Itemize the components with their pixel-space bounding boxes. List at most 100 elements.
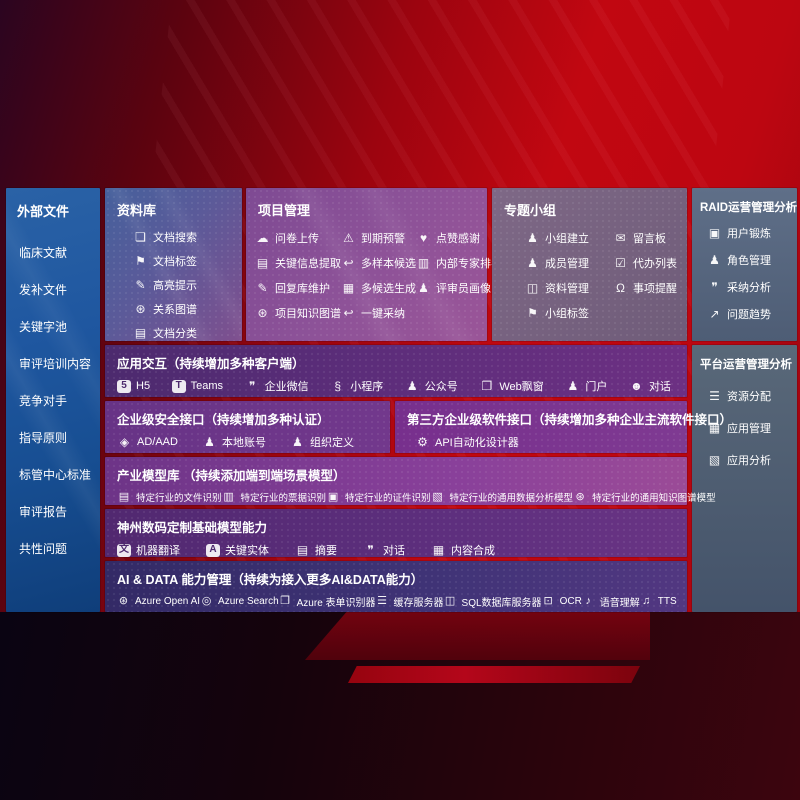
sidebar-item[interactable]: 审评培训内容 xyxy=(6,345,100,382)
sidebar-item[interactable]: 发补文件 xyxy=(6,271,100,308)
feature-item[interactable]: ▣ 特定行业的证件识别 xyxy=(326,490,431,504)
key-entity-icon: A xyxy=(206,543,220,557)
feature-item[interactable]: ✎ 高亮提示 xyxy=(133,277,242,293)
feature-item[interactable]: ♟ 成员管理 xyxy=(525,255,613,271)
feature-item[interactable]: ♟ 公众号 xyxy=(405,378,458,394)
feature-item[interactable]: ♫ TTS xyxy=(640,595,677,609)
feature-label: 小组标签 xyxy=(545,308,589,320)
feature-item[interactable]: ↩ 多样本候选 xyxy=(341,255,416,271)
sidebar-item[interactable]: 指导原则 xyxy=(6,419,100,456)
feature-label: 特定行业的证件识别 xyxy=(345,493,431,504)
machine-translation-icon: 文 xyxy=(117,543,131,557)
feature-item[interactable]: ♥ 点赞感谢 xyxy=(416,230,502,246)
feature-item[interactable]: ☑ 代办列表 xyxy=(613,255,679,271)
sidebar-item[interactable]: 标管中心标准 xyxy=(6,456,100,493)
feature-item[interactable]: ☁ 问卷上传 xyxy=(255,230,341,246)
feature-item[interactable]: 文 机器翻译 xyxy=(117,542,180,558)
panel-data-library-title: 资料库 xyxy=(117,203,157,218)
feature-item[interactable]: T Teams xyxy=(171,379,223,393)
feature-item[interactable]: ▥ 特定行业的票据识别 xyxy=(222,490,327,504)
feature-item[interactable]: ▤ 文档分类 xyxy=(133,325,242,341)
feature-item[interactable]: ⚑ 小组标签 xyxy=(525,305,613,321)
row-base-model-capability: 神州数码定制基础模型能力 文 机器翻译 A 关键实体 ▤ 摘要 xyxy=(105,509,687,557)
feature-label: 门户 xyxy=(585,381,608,393)
feature-item[interactable]: ⊛ 项目知识图谱 xyxy=(255,305,341,321)
sql-server-icon: ◫ xyxy=(444,595,456,607)
feature-label: 代办列表 xyxy=(633,258,677,270)
feature-item[interactable]: Ω 事项提醒 xyxy=(613,280,679,296)
feature-item[interactable]: 5 H5 xyxy=(117,379,150,393)
sidebar-item[interactable]: 关键字池 xyxy=(6,308,100,345)
feature-item[interactable]: ⚙ API自动化设计器 xyxy=(415,434,519,450)
feature-item[interactable]: ❞ 对话 xyxy=(363,542,405,558)
doc-search-icon: ❏ xyxy=(135,230,146,244)
feature-item[interactable]: ❞ 采纳分析 xyxy=(707,279,797,295)
feature-item[interactable]: ▧ 应用分析 xyxy=(707,452,797,468)
feature-item[interactable]: A 关键实体 xyxy=(206,542,269,558)
panel-platform-analysis-title: 平台运营管理分析 xyxy=(700,359,792,371)
background-desk-shape xyxy=(305,612,650,660)
feature-item[interactable]: ◈ AD/AAD xyxy=(117,435,178,449)
feature-item[interactable]: ✉ 留言板 xyxy=(613,230,679,246)
feature-item[interactable]: ↩ 一键采纳 xyxy=(341,305,416,321)
feature-label: 文档标签 xyxy=(153,256,197,268)
feature-label: 关系图谱 xyxy=(153,304,197,316)
feature-item[interactable]: ♟ 角色管理 xyxy=(707,252,797,268)
feature-item[interactable]: ♟ 小组建立 xyxy=(525,230,613,246)
feature-label: 机器翻译 xyxy=(136,545,180,557)
row-app-interaction-title: 应用交互（持续增加多种客户端） xyxy=(117,357,305,371)
sidebar-item[interactable]: 共性问题 xyxy=(6,530,100,567)
feature-item[interactable]: ☻ 对话 xyxy=(629,378,671,394)
feature-item[interactable]: § 小程序 xyxy=(330,378,383,394)
sidebar-item[interactable]: 审评报告 xyxy=(6,493,100,530)
feature-item[interactable]: ▦ 应用管理 xyxy=(707,420,797,436)
feature-item[interactable]: ▧ 特定行业的通用数据分析模型 xyxy=(431,490,573,504)
sidebar-item-label: 关键字池 xyxy=(19,320,68,334)
feature-label: 问卷上传 xyxy=(275,233,319,245)
feature-item[interactable]: ⚠ 到期预警 xyxy=(341,230,416,246)
feature-item[interactable]: ✎ 回复库维护 xyxy=(255,280,341,296)
feature-item[interactable]: ❞ 企业微信 xyxy=(245,378,309,394)
feature-label: 特定行业的票据识别 xyxy=(240,493,327,504)
feature-label: 特定行业的通用知识图谱模型 xyxy=(592,493,716,504)
sidebar-item[interactable]: 临床文献 xyxy=(6,234,100,271)
feature-item[interactable]: ▥ 内部专家排名 xyxy=(416,255,502,271)
org-definition-icon: ♟ xyxy=(292,435,303,449)
feature-item[interactable]: ♟ 门户 xyxy=(565,378,607,394)
feature-item[interactable]: ⊡ OCR xyxy=(542,595,581,609)
issue-trend-icon: ↗ xyxy=(709,307,720,321)
feature-label: 小程序 xyxy=(350,381,384,393)
feature-item[interactable]: ◫ SQL数据库服务器 xyxy=(444,594,542,610)
feature-item[interactable]: ♟ 评审员画像 xyxy=(416,280,502,296)
feature-item[interactable]: ⊛ 关系图谱 xyxy=(133,301,242,317)
sidebar-item[interactable]: 竞争对手 xyxy=(6,382,100,419)
feature-item[interactable]: ▤ 摘要 xyxy=(295,542,337,558)
feature-item[interactable]: ☰ 缓存服务器 xyxy=(376,594,443,610)
feature-item[interactable]: ♟ 本地账号 xyxy=(202,434,266,450)
message-board-icon: ✉ xyxy=(615,231,626,245)
feature-item[interactable]: ⊛ Azure Open AI xyxy=(117,595,200,609)
feature-item[interactable]: ❏ 文档搜索 xyxy=(133,229,242,245)
feature-item[interactable]: ▣ 用户锻炼 xyxy=(707,225,797,241)
material-manage-icon: ◫ xyxy=(526,281,539,295)
feature-item[interactable]: ↗ 问题趋势 xyxy=(707,306,797,322)
sidebar-item-label: 发补文件 xyxy=(19,283,68,297)
teams-icon: T xyxy=(171,379,186,393)
background-red-streak xyxy=(348,666,640,683)
feature-item[interactable]: ❐ Web飘窗 xyxy=(479,378,543,394)
feature-item[interactable]: ▤ 特定行业的文件识别 xyxy=(117,490,222,504)
feature-item[interactable]: ▤ 关键信息提取 xyxy=(255,255,341,271)
feature-item[interactable]: ◎ Azure Search xyxy=(200,595,279,609)
feature-item[interactable]: ⚑ 文档标签 xyxy=(133,253,242,269)
multi-candidate-icon: ▦ xyxy=(342,281,355,295)
feature-item[interactable]: ▦ 内容合成 xyxy=(431,542,495,558)
feature-item[interactable]: ❐ Azure 表单识别器 xyxy=(279,594,375,610)
panel-data-library: 资料库 ❏ 文档搜索 ⚑ 文档标签 ✎ 高亮提示 ⊛ xyxy=(105,188,242,341)
feature-item[interactable]: ▦ 多候选生成 xyxy=(341,280,416,296)
feature-item[interactable]: ☰ 资源分配 xyxy=(707,388,797,404)
feature-item[interactable]: ♟ 组织定义 xyxy=(290,434,354,450)
feature-item[interactable]: ◫ 资料管理 xyxy=(525,280,613,296)
feature-item[interactable]: ⊛ 特定行业的通用知识图谱模型 xyxy=(573,490,716,504)
feature-item[interactable]: ♪ 语音理解 xyxy=(582,594,640,610)
row-app-interaction: 应用交互（持续增加多种客户端） 5 H5 T Teams ❞ 企业微信 xyxy=(105,345,687,397)
